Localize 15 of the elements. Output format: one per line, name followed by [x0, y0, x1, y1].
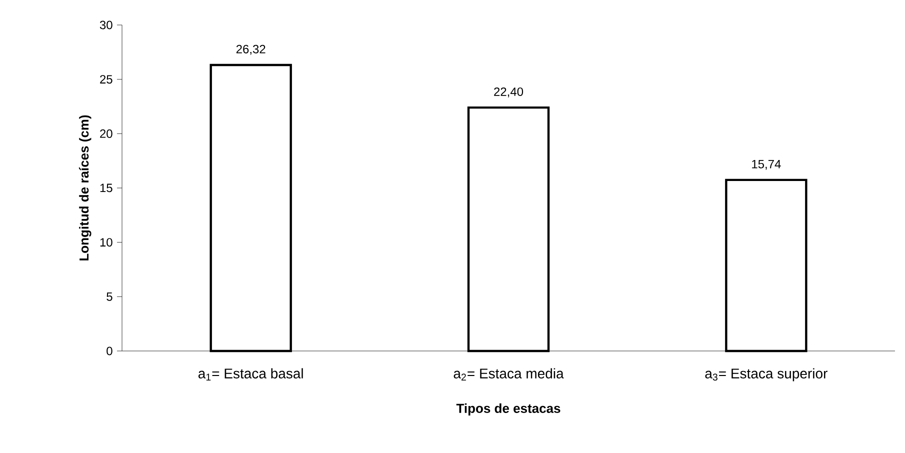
data-label: 26,32	[236, 44, 266, 55]
y-tick-label: 0	[106, 346, 112, 356]
data-label: 15,74	[752, 160, 781, 170]
y-tick-label: 25	[100, 75, 112, 84]
y-axis-title: Longitud de raíces (cm)	[78, 115, 92, 260]
y-tick-label: 15	[100, 184, 112, 192]
y-tick-label: 20	[100, 129, 112, 138]
y-tick-label: 5	[106, 292, 112, 301]
x-tick-label: a$_{3}$= Estaca superior	[705, 368, 828, 382]
x-tick-label: a$_{2}$= Estaca media	[454, 368, 564, 380]
x-axis-title: Tipos de estacas	[456, 403, 560, 416]
x-tick-label: a$_{1}$= Estaca basal	[198, 368, 303, 380]
y-tick-label: 10	[100, 238, 112, 247]
y-tick-label: 30	[100, 20, 112, 30]
data-label: 22,40	[494, 87, 524, 98]
